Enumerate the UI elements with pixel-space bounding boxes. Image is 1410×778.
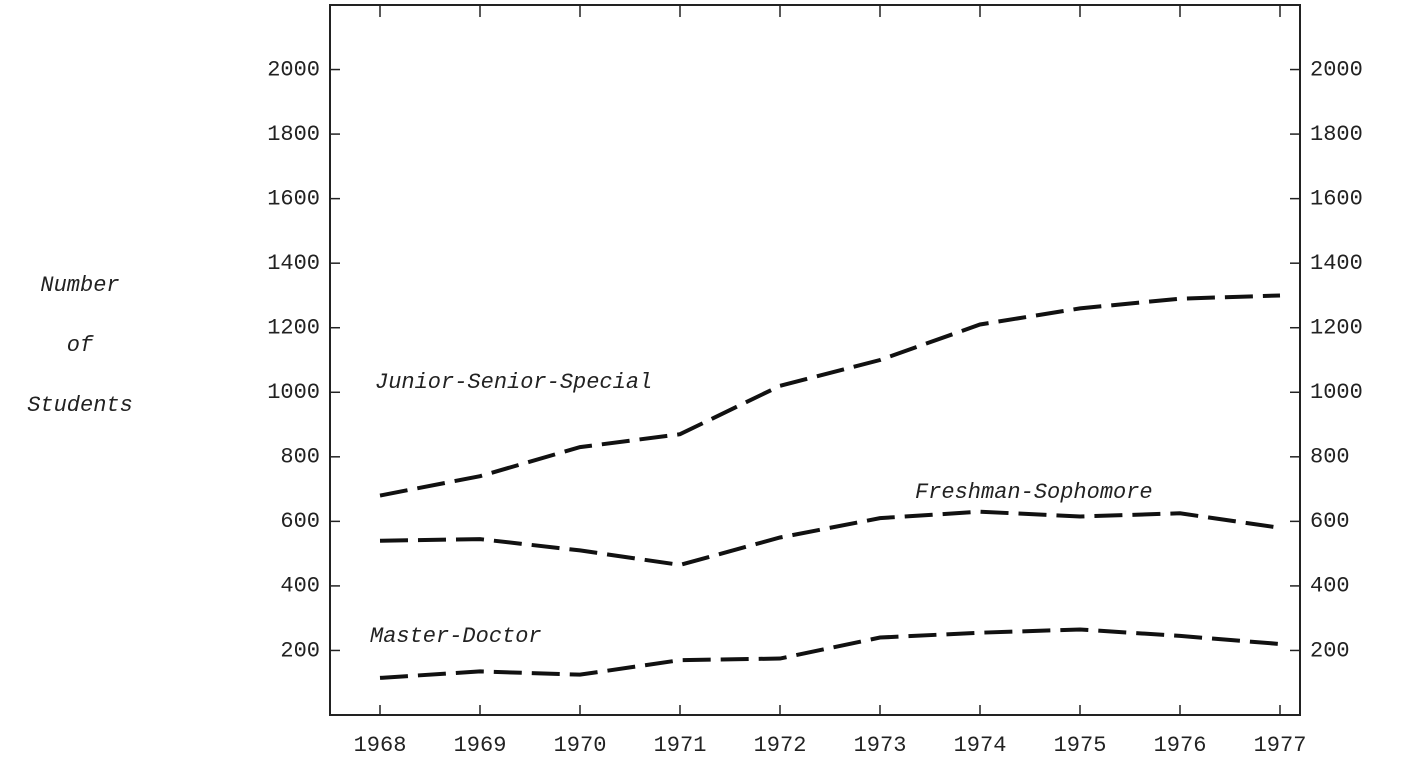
y-tick-label: 2000 bbox=[267, 57, 320, 82]
x-tick-label: 1969 bbox=[454, 733, 507, 758]
y-tick-label: 1000 bbox=[267, 380, 320, 405]
y2-tick-label: 2000 bbox=[1310, 57, 1363, 82]
y2-tick-label: 200 bbox=[1310, 638, 1350, 663]
y2-tick-label: 400 bbox=[1310, 574, 1350, 599]
series-line bbox=[379, 509, 1281, 567]
x-tick-label: 1968 bbox=[354, 733, 407, 758]
y-axis-label: of bbox=[67, 333, 94, 358]
series-label: Master-Doctor bbox=[370, 624, 542, 649]
y-tick-label: 1200 bbox=[267, 316, 320, 341]
series-label: Junior-Senior-Special bbox=[375, 370, 652, 395]
x-tick-label: 1974 bbox=[954, 733, 1007, 758]
y2-tick-label: 600 bbox=[1310, 509, 1350, 534]
y-tick-label: 800 bbox=[280, 445, 320, 470]
y-axis-label: Number bbox=[40, 273, 119, 298]
y-tick-label: 1800 bbox=[267, 122, 320, 147]
y2-tick-label: 1400 bbox=[1310, 251, 1363, 276]
y-tick-label: 600 bbox=[280, 509, 320, 534]
x-tick-label: 1972 bbox=[754, 733, 807, 758]
x-tick-label: 1971 bbox=[654, 733, 707, 758]
y-tick-label: 1600 bbox=[267, 186, 320, 211]
y2-tick-label: 1200 bbox=[1310, 316, 1363, 341]
x-tick-label: 1975 bbox=[1054, 733, 1107, 758]
y2-tick-label: 800 bbox=[1310, 445, 1350, 470]
y-tick-label: 1400 bbox=[267, 251, 320, 276]
y2-tick-label: 1800 bbox=[1310, 122, 1363, 147]
y2-tick-label: 1600 bbox=[1310, 186, 1363, 211]
plot-frame bbox=[329, 4, 1301, 716]
x-tick-label: 1976 bbox=[1154, 733, 1207, 758]
series-line bbox=[379, 293, 1281, 498]
y-tick-label: 200 bbox=[280, 638, 320, 663]
x-tick-label: 1977 bbox=[1254, 733, 1307, 758]
y2-tick-label: 1000 bbox=[1310, 380, 1363, 405]
series-label: Freshman-Sophomore bbox=[915, 480, 1153, 505]
x-tick-label: 1970 bbox=[554, 733, 607, 758]
y-axis-label: Students bbox=[27, 393, 133, 418]
y-tick-label: 400 bbox=[280, 574, 320, 599]
x-tick-label: 1973 bbox=[854, 733, 907, 758]
